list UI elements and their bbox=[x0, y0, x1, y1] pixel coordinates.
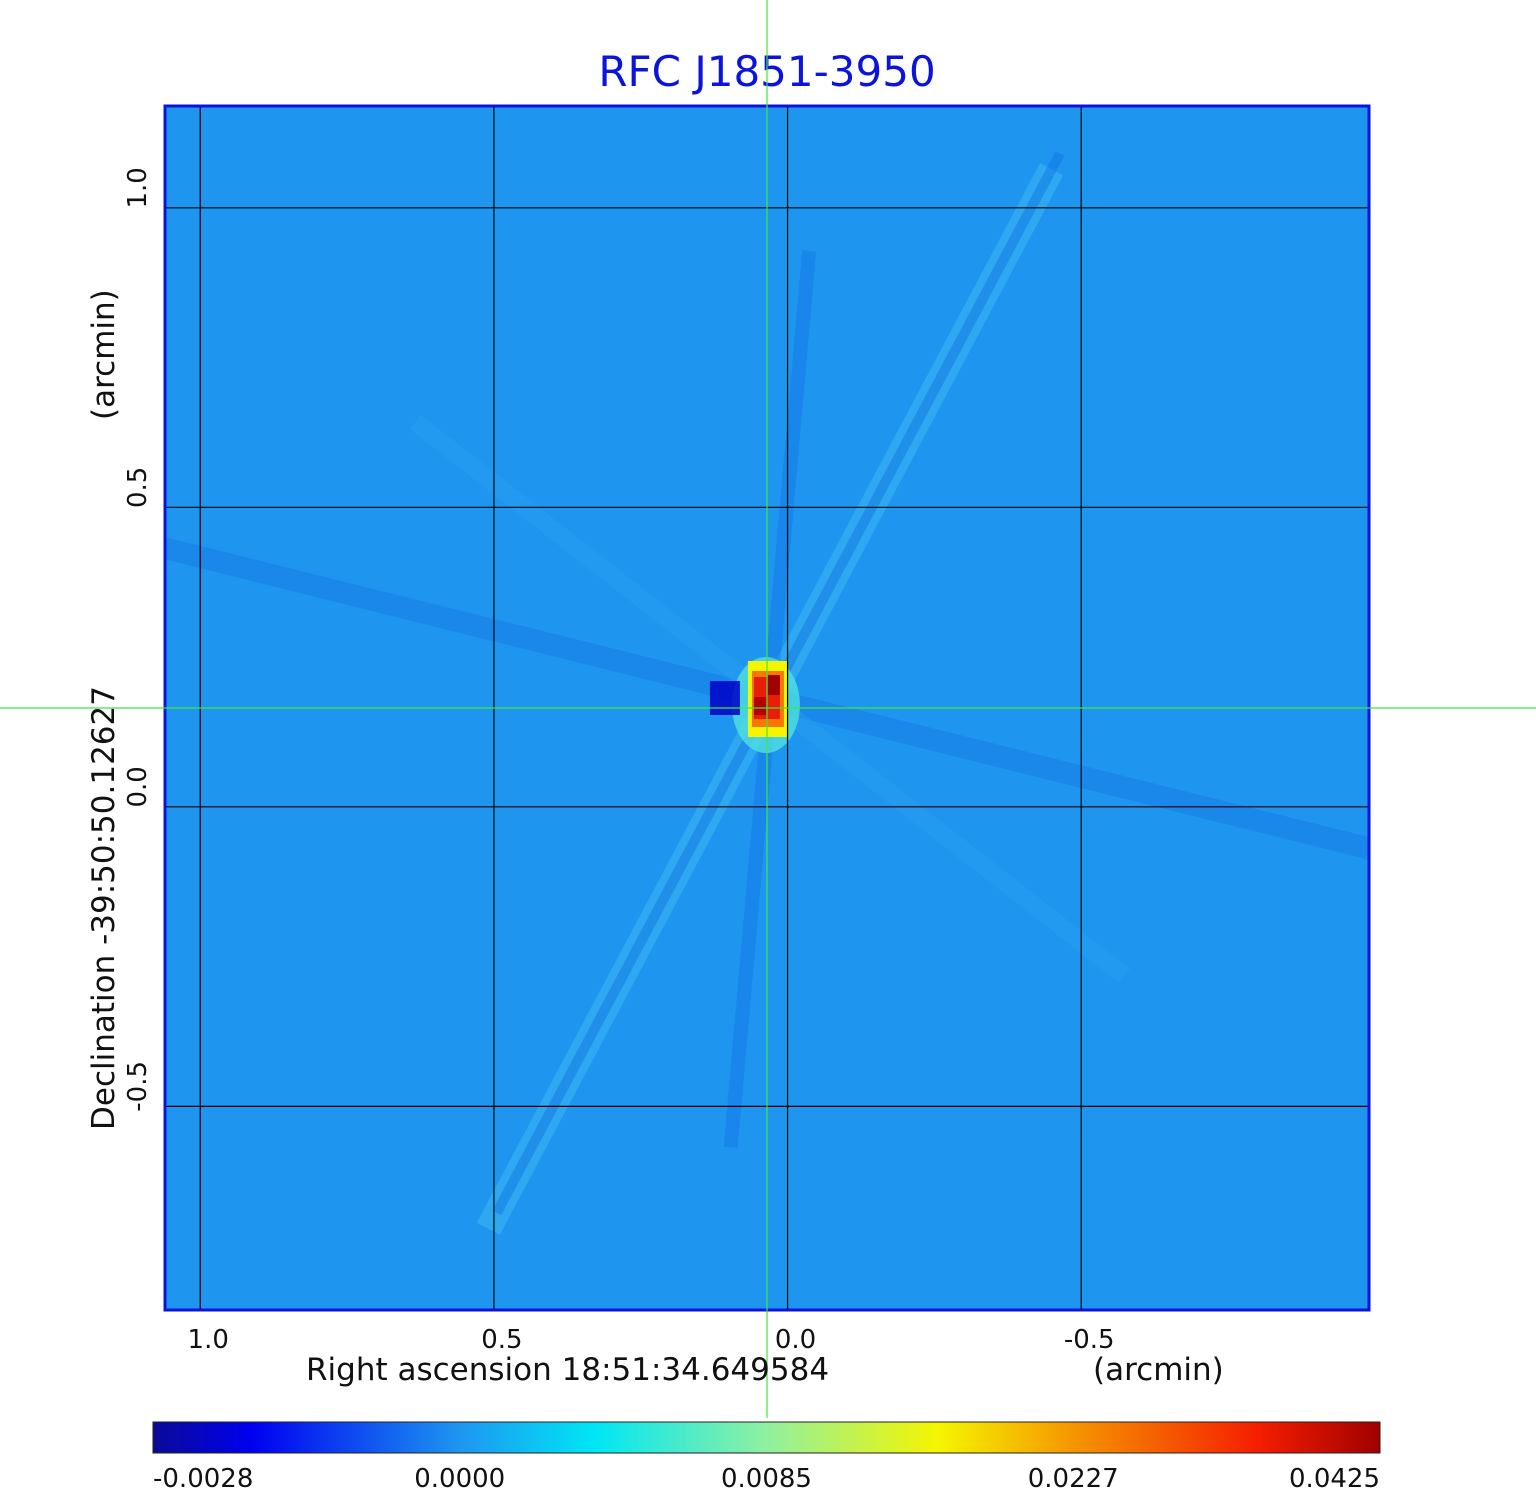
crosshair bbox=[0, 0, 1536, 1418]
source-peak-pixel bbox=[767, 675, 780, 696]
x-tick-label: -0.5 bbox=[1064, 1325, 1115, 1355]
colorbar-tick-label: 0.0425 bbox=[1289, 1464, 1380, 1494]
negative-pixel bbox=[709, 681, 740, 716]
y-tick-label: 0.5 bbox=[123, 467, 153, 508]
y-tick-labels: 1.0 0.5 0.0 -0.5 bbox=[123, 167, 153, 1112]
colorbar-tick-label: -0.0028 bbox=[153, 1464, 253, 1494]
x-tick-label: 0.0 bbox=[775, 1325, 816, 1355]
x-tick-label: 1.0 bbox=[188, 1325, 229, 1355]
x-axis-unit: (arcmin) bbox=[1093, 1352, 1224, 1388]
y-tick-label: 1.0 bbox=[123, 167, 153, 208]
source-peak-pixel bbox=[753, 697, 766, 716]
colorbar-tick-label: 0.0227 bbox=[1028, 1464, 1119, 1494]
colorbar-tick-labels: -0.0028 0.0000 0.0085 0.0227 0.0425 bbox=[153, 1464, 1380, 1494]
y-tick-label: -0.5 bbox=[123, 1061, 153, 1112]
y-axis-unit: (arcmin) bbox=[86, 289, 122, 420]
colorbar-tick-label: 0.0085 bbox=[721, 1464, 812, 1494]
colorbar-tick-label: 0.0000 bbox=[414, 1464, 505, 1494]
x-tick-labels: 1.0 0.5 0.0 -0.5 bbox=[188, 1325, 1115, 1355]
x-axis-label: Right ascension 18:51:34.649584 bbox=[306, 1352, 829, 1388]
x-tick-label: 0.5 bbox=[481, 1325, 522, 1355]
y-axis-label: Declination -39:50:50.12627 bbox=[86, 686, 122, 1130]
colorbar bbox=[152, 1421, 1381, 1454]
y-tick-label: 0.0 bbox=[123, 766, 153, 807]
